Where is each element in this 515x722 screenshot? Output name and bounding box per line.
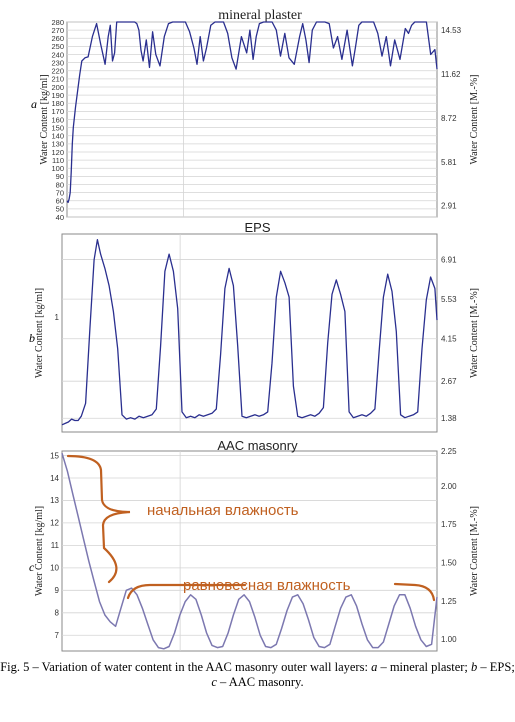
caption-a-text: – mineral plaster;: [377, 660, 472, 674]
y-tick-label: 130: [51, 140, 64, 149]
y2-tick-label: 4.15: [441, 335, 457, 344]
y-tick-label: 60: [56, 197, 64, 206]
y-tick-label: 100: [51, 164, 64, 173]
y-tick-label: 230: [51, 58, 64, 67]
y-tick-label: 11: [51, 541, 60, 550]
y-tick-label: 170: [51, 107, 64, 116]
caption-c: c: [211, 675, 217, 689]
y2-tick-label: 5.53: [441, 295, 457, 304]
y2-tick-label: 2.25: [441, 447, 457, 456]
y2-tick-label: 2.67: [441, 377, 457, 386]
y-tick-label: 200: [51, 83, 64, 92]
annotation-equilibrium-moisture: равновесная влажность: [183, 577, 351, 594]
y-tick-label: 14: [50, 474, 59, 483]
y-tick-label: 7: [55, 631, 60, 640]
plot-frame: [61, 233, 438, 433]
annotation-initial-moisture: начальная влажность: [147, 502, 299, 519]
y2-axis-label: Water Content [M.-%]: [469, 506, 480, 596]
y2-tick-label: 1.75: [441, 520, 457, 529]
caption-prefix: Fig. 5 – Variation of water content in t…: [0, 660, 372, 674]
panel-letter: c: [29, 560, 35, 574]
panel-letter: a: [31, 97, 37, 111]
curve-equilibrium-left: [126, 583, 247, 600]
panel-letter: b: [29, 331, 35, 345]
figure-caption: Fig. 5 – Variation of water content in t…: [0, 660, 515, 690]
y-tick-label: 120: [51, 148, 64, 157]
y-tick-label: 270: [51, 26, 64, 35]
caption-b-text: – EPS;: [477, 660, 515, 674]
series-line: [61, 452, 438, 650]
plot-frame: [61, 450, 438, 652]
y-tick-label: 15: [50, 451, 59, 460]
panel-mineral-plaster: 4050607080901001101201301401501601701801…: [31, 8, 480, 222]
y2-tick-label: 11.62: [441, 70, 461, 79]
panel-eps: 1 1.38 2.67 4.15 5.53 6.91 EPS Water Content [k…: [29, 220, 480, 433]
y-tick-label: 10: [50, 564, 59, 573]
y-tick-label: 280: [51, 18, 64, 27]
series-line: [61, 239, 438, 426]
y2-axis-label: Water Content [M.-%]: [469, 75, 480, 165]
y-tick-label: 90: [56, 172, 64, 181]
y2-tick-label: 5.81: [441, 158, 457, 167]
y2-tick-label: 1.25: [441, 597, 457, 606]
y2-tick-label: 6.91: [441, 256, 457, 265]
y-tick-label: 12: [50, 519, 59, 528]
y-tick-label: 8: [55, 609, 60, 618]
y2-tick-label: 1.38: [441, 414, 457, 423]
y-tick-label: 50: [56, 205, 64, 214]
y2-axis-label: Water Content [M.-%]: [469, 288, 480, 378]
y-tick-label: 13: [50, 496, 59, 505]
y2-tick-label: 8.72: [441, 114, 457, 123]
caption-b: b: [471, 660, 478, 674]
y-tick-label: 210: [51, 75, 64, 84]
chart-title: EPS: [244, 220, 270, 235]
y2-tick-label: 14.53: [441, 26, 462, 35]
y-tick-label: 250: [51, 42, 64, 51]
y-tick-label: 80: [56, 180, 64, 189]
y-axis-label: Water Content [kg/ml]: [39, 74, 50, 164]
y-tick-label: 1: [55, 313, 60, 322]
chart-title: mineral plaster: [218, 8, 302, 23]
y-tick-label: 70: [56, 188, 64, 197]
caption-c-text: – AAC masonry.: [216, 675, 304, 689]
y2-tick-label: 1.00: [441, 635, 457, 644]
y-tick-label: 240: [51, 50, 64, 59]
y-tick-label: 160: [51, 115, 64, 124]
y-tick-label: 9: [55, 586, 60, 595]
y-tick-label: 260: [51, 34, 64, 43]
y-tick-label: 110: [52, 156, 64, 165]
series-line: [66, 21, 438, 204]
caption-a: a: [371, 660, 378, 674]
panel-aac-masonry: 7 8 9 10 11 12 13 14 15 1.00 1.25 1.50 1.75 2.00 2.25 A…: [29, 438, 480, 652]
y2-tick-label: 1.50: [441, 558, 457, 567]
y-axis-label: Water Content [kg/ml]: [34, 506, 45, 596]
y-tick-label: 190: [51, 91, 64, 100]
y-tick-label: 180: [51, 99, 64, 108]
y-tick-label: 150: [51, 123, 64, 132]
curve-equilibrium-right: [393, 582, 436, 602]
annotations: начальная влажность равновесная влажность: [66, 454, 436, 602]
y2-tick-label: 2.91: [441, 202, 457, 211]
y-tick-label: 220: [51, 67, 64, 76]
brace-initial: [66, 454, 131, 584]
y-tick-label: 140: [51, 132, 64, 141]
y-axis-label: Water Content [kg/ml]: [34, 288, 45, 378]
y2-tick-label: 2.00: [441, 482, 457, 491]
chart-title: AAC masonry: [217, 438, 298, 453]
y-tick-label: 40: [56, 213, 64, 222]
